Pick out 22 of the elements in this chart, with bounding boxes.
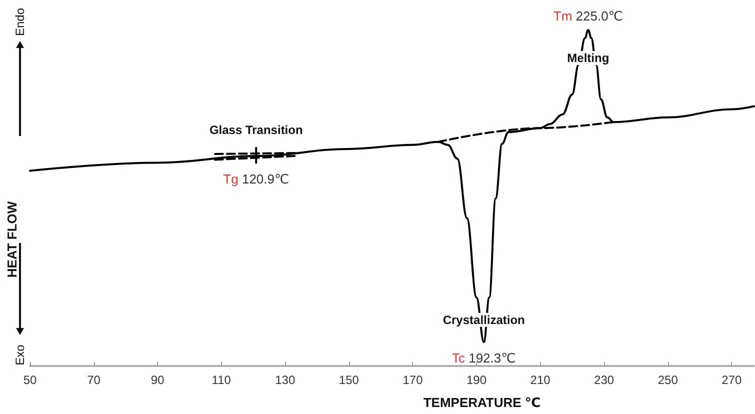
annotation: Tc 192.3℃ (452, 350, 516, 366)
x-tick-label: 150 (338, 373, 360, 387)
annotation: Melting (567, 51, 610, 65)
y-axis-title: HEAT FLOW (4, 200, 20, 278)
x-tick-label: 130 (275, 373, 296, 387)
x-tick-label: 90 (150, 373, 165, 387)
annotation: Tg 120.9℃ (223, 172, 290, 187)
x-tick-label: 70 (87, 373, 101, 387)
x-tick-label: 170 (402, 373, 424, 387)
annotation: Tm 225.0℃ (553, 8, 623, 24)
text: Endo (13, 8, 27, 36)
x-tick-label: 210 (530, 373, 551, 387)
x-axis-title: TEMPERATURE ℃ (423, 395, 541, 410)
x-tick-label: 50 (23, 373, 37, 387)
annotation: Glass Transition (209, 123, 303, 138)
x-tick-label: 190 (466, 373, 487, 387)
x-tick-label: 250 (658, 373, 678, 387)
text: Exo (13, 344, 27, 366)
x-tick-label: 230 (594, 373, 614, 387)
x-tick-label: 270 (722, 373, 742, 387)
annotation: Crystallization (442, 312, 525, 327)
x-tick-label: 110 (212, 373, 232, 387)
